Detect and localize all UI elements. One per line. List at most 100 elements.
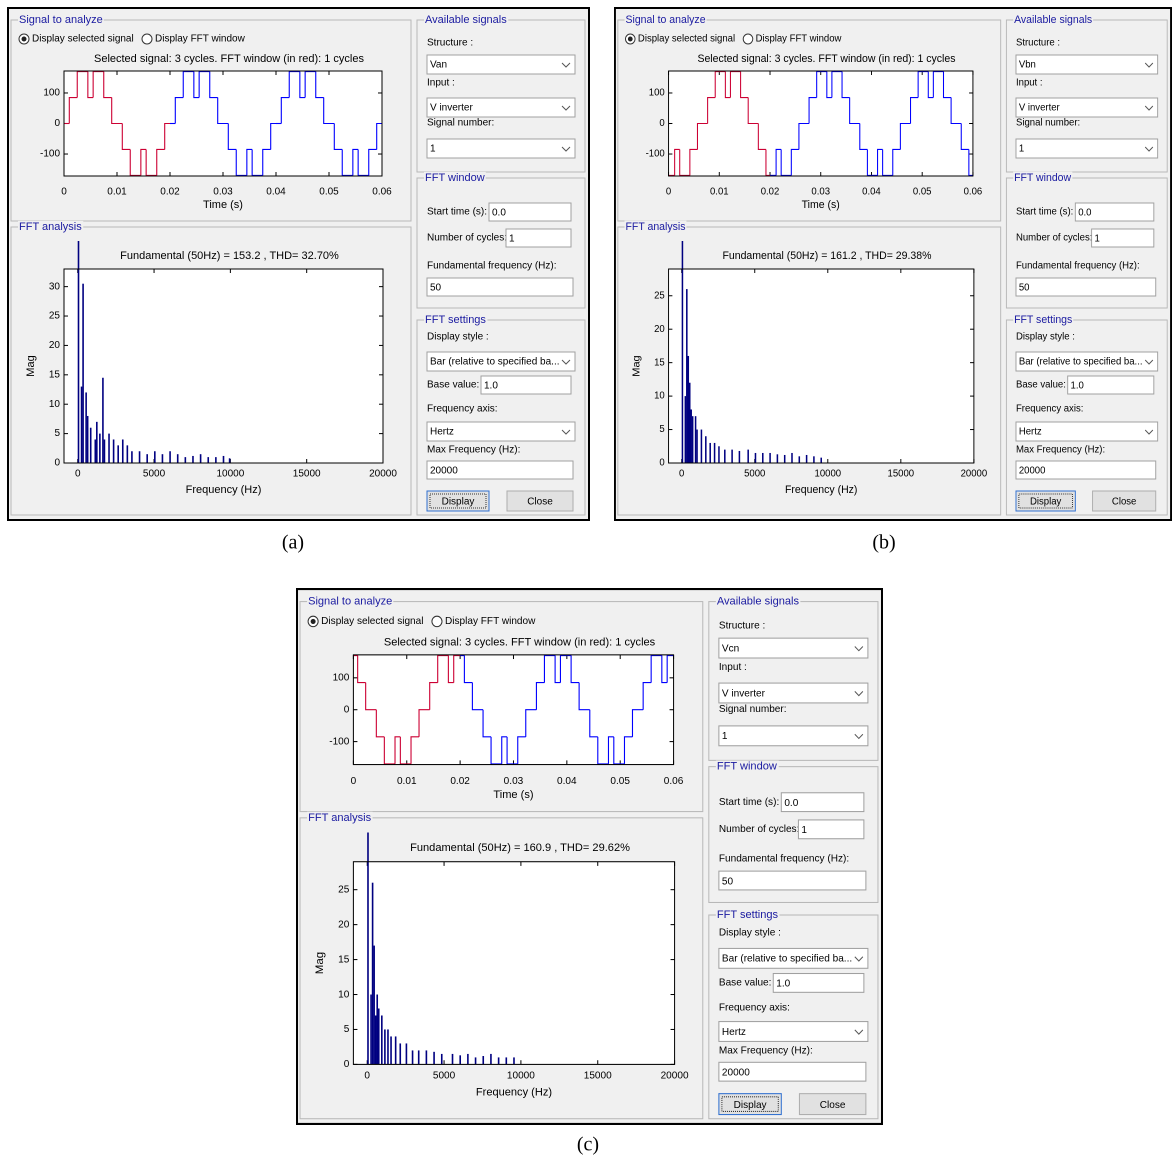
fft-bar: [784, 455, 786, 463]
fft-bar: [791, 453, 793, 463]
input-dropdown-value: V inverter: [1019, 102, 1061, 113]
axis-dropdown-value: Hertz: [1019, 426, 1042, 437]
y-tick-label: 0: [344, 704, 350, 715]
fft-bar: [177, 454, 179, 463]
label: Structure :: [1016, 37, 1060, 48]
settings-box-title: FFT settings: [717, 909, 779, 921]
label: Fundamental frequency (Hz):: [1016, 260, 1140, 271]
x-tick-label: 0.03: [504, 776, 524, 787]
x-tick-label: 0.03: [811, 186, 830, 197]
plot-area: [353, 655, 673, 765]
x-tick-label: 20000: [961, 468, 988, 479]
x-tick-label: 0: [679, 468, 685, 479]
y-tick-label: 20: [49, 340, 61, 351]
fft-bar: [695, 416, 697, 463]
structure-dropdown-value: Van: [430, 60, 447, 71]
signal-number-dropdown[interactable]: [1016, 139, 1158, 158]
start-time-input-value: 0.0: [492, 208, 506, 219]
signal-number-dropdown[interactable]: [719, 726, 868, 746]
structure-dropdown[interactable]: [427, 55, 575, 74]
fft-bar: [452, 1054, 454, 1064]
label: Number of cycles:: [1016, 232, 1092, 243]
label: Max Frequency (Hz):: [1016, 444, 1105, 455]
y-tick-label: 0: [659, 118, 665, 129]
y-tick-label: 25: [49, 311, 61, 322]
fft-bar: [513, 1057, 515, 1064]
fund-input[interactable]: [427, 278, 573, 296]
fund-input[interactable]: [1016, 278, 1156, 296]
fft-bar: [82, 284, 84, 463]
cycles-input[interactable]: [798, 820, 863, 839]
structure-dropdown-value: Vbn: [1019, 59, 1036, 70]
fft-window-box-title: FFT window: [425, 172, 485, 184]
fft-box-title: FFT analysis: [625, 221, 685, 233]
x-tick-label: 0: [61, 187, 67, 198]
x-tick-label: 0.06: [372, 187, 392, 198]
signal-number-dropdown-value: 1: [1019, 143, 1024, 154]
close-button-label: Close: [527, 497, 553, 508]
fft-bar: [108, 434, 110, 463]
signal-number-dropdown-value: 1: [430, 144, 436, 155]
label: Signal number:: [427, 118, 494, 129]
axis-dropdown-value: Hertz: [430, 427, 454, 438]
y-tick-label: -100: [646, 148, 666, 159]
fft-bar: [131, 451, 133, 463]
x-tick-label: 0.04: [862, 186, 881, 197]
structure-dropdown[interactable]: [1016, 55, 1158, 74]
y-tick-label: -100: [329, 736, 349, 747]
fft-bar: [490, 1054, 492, 1064]
maxf-input-value: 20000: [1019, 465, 1046, 476]
fft-bar: [373, 946, 375, 1065]
axis-dropdown-value: Hertz: [722, 1027, 746, 1038]
y-tick-label: 100: [649, 87, 665, 98]
label: Number of cycles:: [719, 824, 800, 835]
cycles-input[interactable]: [1092, 229, 1154, 247]
structure-dropdown[interactable]: [719, 638, 868, 658]
figure: (a)Signal to analyzeDisplay selected sig…: [0, 0, 1174, 1158]
y-tick-label: 15: [654, 357, 665, 368]
radio[interactable]: [432, 616, 442, 626]
fft-bar: [102, 378, 104, 463]
signal-number-dropdown[interactable]: [427, 139, 575, 158]
plot-title: Selected signal: 3 cycles. FFT window (i…: [697, 53, 955, 65]
cycles-input[interactable]: [506, 229, 571, 247]
fft-bar: [200, 454, 202, 463]
display-button-label: Display: [1030, 496, 1061, 507]
radio[interactable]: [142, 34, 152, 44]
fft-bar: [229, 458, 231, 463]
radio-dot: [22, 37, 27, 42]
fft-bar: [686, 289, 688, 463]
fft-bar: [762, 453, 764, 463]
x-tick-label: 15000: [293, 469, 321, 480]
fft-bar: [90, 428, 92, 463]
fft-bar: [99, 434, 101, 463]
label: Structure :: [427, 38, 473, 49]
plot-title: Fundamental (50Hz) = 153.2 , THD= 32.70%: [120, 250, 339, 262]
label: Base value:: [719, 978, 772, 989]
x-tick-label: 0.03: [213, 187, 233, 198]
structure-dropdown-value: Vcn: [722, 643, 740, 654]
y-tick-label: 20: [338, 919, 349, 930]
fund-input[interactable]: [719, 871, 866, 890]
fft-bar: [127, 445, 129, 463]
fft-bar: [94, 439, 96, 463]
fft-bar: [459, 1055, 461, 1064]
x-axis-label: Time (s): [203, 199, 243, 211]
radio[interactable]: [743, 34, 753, 44]
fft-gui: Signal to analyzeDisplay selected signal…: [8, 0, 589, 520]
fft-bar: [370, 995, 372, 1065]
plot-title: Fundamental (50Hz) = 161.2 , THD= 29.38%: [722, 250, 931, 262]
x-tick-label: 15000: [584, 1071, 612, 1082]
y-tick-label: 5: [54, 428, 60, 439]
label: Display style :: [427, 332, 489, 343]
start-time-input-value: 0.0: [784, 798, 798, 809]
fft-bar: [685, 396, 687, 463]
y-tick-label: 5: [659, 424, 665, 435]
fft-bar: [85, 392, 87, 463]
label: Number of cycles:: [427, 233, 507, 244]
fft-bar: [709, 443, 711, 463]
fft-bar: [426, 1050, 428, 1064]
y-tick-label: -100: [40, 149, 60, 160]
fft-bar: [475, 1057, 477, 1064]
radio-label: Display selected signal: [32, 34, 134, 45]
